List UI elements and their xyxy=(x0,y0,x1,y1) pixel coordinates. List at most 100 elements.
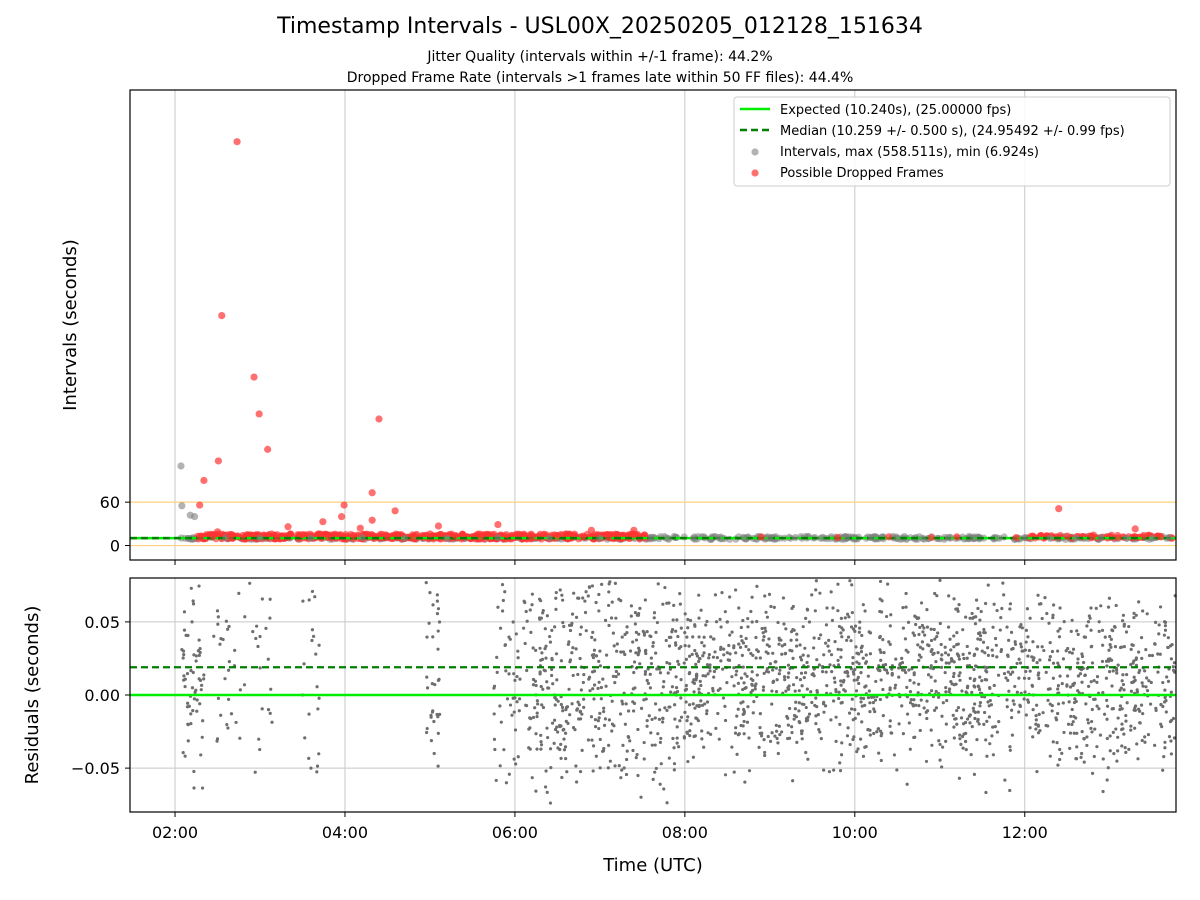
residual-point xyxy=(926,643,930,647)
residual-point xyxy=(697,616,701,620)
residual-point xyxy=(543,627,547,631)
residual-point xyxy=(922,706,926,710)
residual-point xyxy=(708,663,712,667)
residual-point xyxy=(706,731,710,735)
residual-point xyxy=(790,730,794,735)
residual-point xyxy=(912,671,916,675)
residual-point xyxy=(801,653,805,657)
residual-point xyxy=(822,710,826,714)
residual-point xyxy=(925,699,929,703)
residual-point xyxy=(679,626,683,630)
residual-point xyxy=(823,704,828,708)
residual-point xyxy=(590,635,594,639)
residual-point xyxy=(436,629,440,633)
residual-point xyxy=(824,670,828,674)
residual-point xyxy=(676,659,680,663)
residual-point xyxy=(707,652,711,657)
residual-point xyxy=(952,645,956,649)
residual-point xyxy=(1058,674,1062,678)
residual-point xyxy=(674,675,678,679)
residual-point xyxy=(1120,722,1124,726)
residual-point xyxy=(742,732,746,736)
residual-point xyxy=(1048,655,1052,659)
residual-point xyxy=(307,598,311,602)
residual-point xyxy=(857,630,861,634)
residual-point xyxy=(1036,593,1040,597)
residual-point xyxy=(684,683,688,688)
residual-point xyxy=(675,689,680,694)
residual-point xyxy=(846,635,851,639)
residual-point xyxy=(653,702,658,706)
residual-point xyxy=(908,678,912,682)
residual-point xyxy=(637,632,641,636)
residual-point xyxy=(653,743,657,747)
residual-point xyxy=(1036,731,1041,735)
residual-point xyxy=(1080,730,1084,734)
residual-point xyxy=(1070,651,1074,655)
residual-point xyxy=(1093,727,1097,731)
residual-point xyxy=(926,673,931,677)
residual-point xyxy=(626,709,631,713)
residual-point xyxy=(836,663,841,667)
residual-point xyxy=(190,620,194,624)
residual-point xyxy=(1036,645,1040,649)
residual-point xyxy=(856,651,860,656)
residual-point xyxy=(949,659,954,663)
residual-point xyxy=(215,609,220,613)
residual-point xyxy=(578,632,582,637)
residual-point xyxy=(591,744,596,748)
residual-point xyxy=(534,732,538,736)
residual-point xyxy=(1040,616,1044,621)
residual-point xyxy=(266,708,271,712)
residual-point xyxy=(895,768,899,772)
residual-point xyxy=(769,604,773,609)
residual-point xyxy=(739,701,743,705)
residual-point xyxy=(582,673,586,677)
residual-point xyxy=(495,655,499,659)
residual-point xyxy=(1075,629,1079,633)
residual-point xyxy=(822,700,826,704)
residual-point xyxy=(839,648,843,652)
residual-point xyxy=(535,747,539,751)
residual-point xyxy=(1156,670,1160,674)
residual-point xyxy=(500,609,505,613)
residual-point xyxy=(639,795,643,799)
residual-point xyxy=(770,731,774,735)
residual-point xyxy=(968,713,972,717)
residual-point xyxy=(1104,659,1109,663)
residual-point xyxy=(607,590,611,594)
residual-point xyxy=(787,736,792,740)
residual-point xyxy=(944,661,948,665)
residual-point xyxy=(586,738,591,742)
residual-point xyxy=(961,708,966,712)
residual-point xyxy=(1143,735,1147,739)
residual-point xyxy=(992,602,996,606)
residual-point xyxy=(833,639,837,644)
residual-point xyxy=(591,769,595,773)
residual-point xyxy=(832,699,836,703)
residual-point xyxy=(936,631,940,635)
residual-point xyxy=(979,609,983,614)
residual-point xyxy=(1015,661,1019,666)
residual-point xyxy=(314,652,318,656)
interval-point xyxy=(177,462,185,470)
residual-point xyxy=(507,672,511,676)
residual-point xyxy=(255,624,259,628)
residual-point xyxy=(675,741,679,745)
residual-point xyxy=(1034,718,1038,722)
residual-point xyxy=(686,617,690,622)
residual-point xyxy=(986,646,990,650)
residual-point xyxy=(1073,697,1077,701)
residual-point xyxy=(559,702,563,707)
residual-point xyxy=(971,706,975,710)
residual-point xyxy=(728,633,732,637)
residual-point xyxy=(1051,676,1055,680)
residual-point xyxy=(1056,763,1060,767)
residual-point xyxy=(716,688,720,692)
residual-point xyxy=(243,615,247,619)
residual-point xyxy=(839,679,843,683)
residual-point xyxy=(565,770,569,774)
residual-point xyxy=(794,700,798,704)
residual-point xyxy=(714,726,718,730)
residual-point xyxy=(219,713,223,717)
